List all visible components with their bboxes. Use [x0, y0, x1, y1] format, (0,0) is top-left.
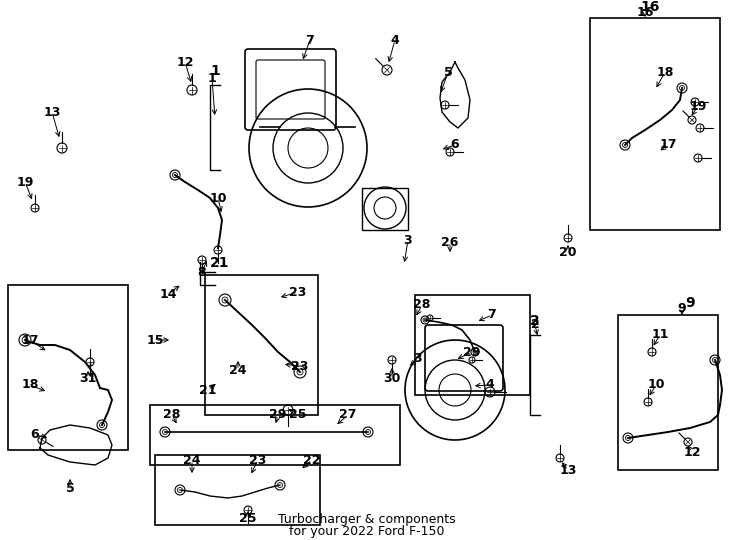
Text: 5: 5: [443, 65, 452, 78]
Text: 28: 28: [163, 408, 181, 422]
Text: 23: 23: [289, 286, 307, 299]
Text: 9: 9: [677, 301, 686, 314]
Bar: [205, 275, 318, 415]
Bar: [415, 295, 530, 395]
Text: 2: 2: [531, 319, 539, 332]
Text: 15: 15: [146, 334, 164, 347]
Text: 30: 30: [383, 372, 401, 384]
Text: 9: 9: [685, 296, 694, 310]
Bar: [8, 285, 128, 450]
Text: 25: 25: [239, 511, 257, 524]
Text: 22: 22: [303, 454, 321, 467]
Text: 13: 13: [43, 105, 61, 118]
Text: 10: 10: [647, 379, 665, 392]
Bar: [362, 188, 408, 230]
Text: 19: 19: [689, 99, 707, 112]
Text: 17: 17: [21, 334, 39, 347]
Text: 11: 11: [651, 328, 669, 341]
Text: 28: 28: [413, 299, 431, 312]
Text: 26: 26: [441, 235, 459, 248]
Bar: [618, 315, 718, 470]
Text: 2: 2: [530, 314, 540, 328]
Text: 4: 4: [390, 33, 399, 46]
Text: 31: 31: [79, 372, 97, 384]
Text: 29: 29: [463, 346, 481, 359]
Text: 24: 24: [229, 363, 247, 376]
Text: 20: 20: [559, 246, 577, 259]
Text: 6: 6: [451, 138, 459, 152]
Bar: [150, 405, 400, 465]
Text: 21: 21: [210, 256, 230, 270]
Text: 18: 18: [21, 379, 39, 392]
Text: 29: 29: [269, 408, 287, 422]
Text: for your 2022 Ford F-150: for your 2022 Ford F-150: [289, 525, 445, 538]
Text: 1: 1: [210, 64, 220, 78]
Text: 17: 17: [659, 138, 677, 152]
Bar: [590, 18, 720, 230]
Bar: [155, 455, 320, 525]
Text: 16: 16: [640, 0, 659, 14]
Text: 18: 18: [656, 65, 674, 78]
Text: 10: 10: [209, 192, 227, 205]
Text: 12: 12: [683, 446, 701, 458]
Text: 3: 3: [404, 233, 413, 246]
Text: 21: 21: [199, 383, 217, 396]
Text: 5: 5: [65, 482, 74, 495]
Text: 6: 6: [31, 429, 40, 442]
Text: 4: 4: [486, 379, 495, 392]
Text: Turbocharger & components: Turbocharger & components: [278, 514, 456, 526]
Text: 23: 23: [250, 454, 266, 467]
Text: 12: 12: [176, 56, 194, 69]
Text: 3: 3: [414, 352, 422, 365]
Text: 23: 23: [291, 360, 309, 373]
Text: 16: 16: [636, 5, 654, 18]
Text: 7: 7: [487, 308, 496, 321]
Text: 19: 19: [16, 176, 34, 188]
Text: 24: 24: [184, 454, 201, 467]
Text: 7: 7: [305, 33, 314, 46]
Text: 8: 8: [197, 266, 206, 279]
Text: 14: 14: [159, 287, 177, 300]
Text: 1: 1: [208, 71, 217, 84]
Text: 27: 27: [339, 408, 357, 422]
Text: 13: 13: [559, 463, 577, 476]
Text: 25: 25: [289, 408, 307, 421]
